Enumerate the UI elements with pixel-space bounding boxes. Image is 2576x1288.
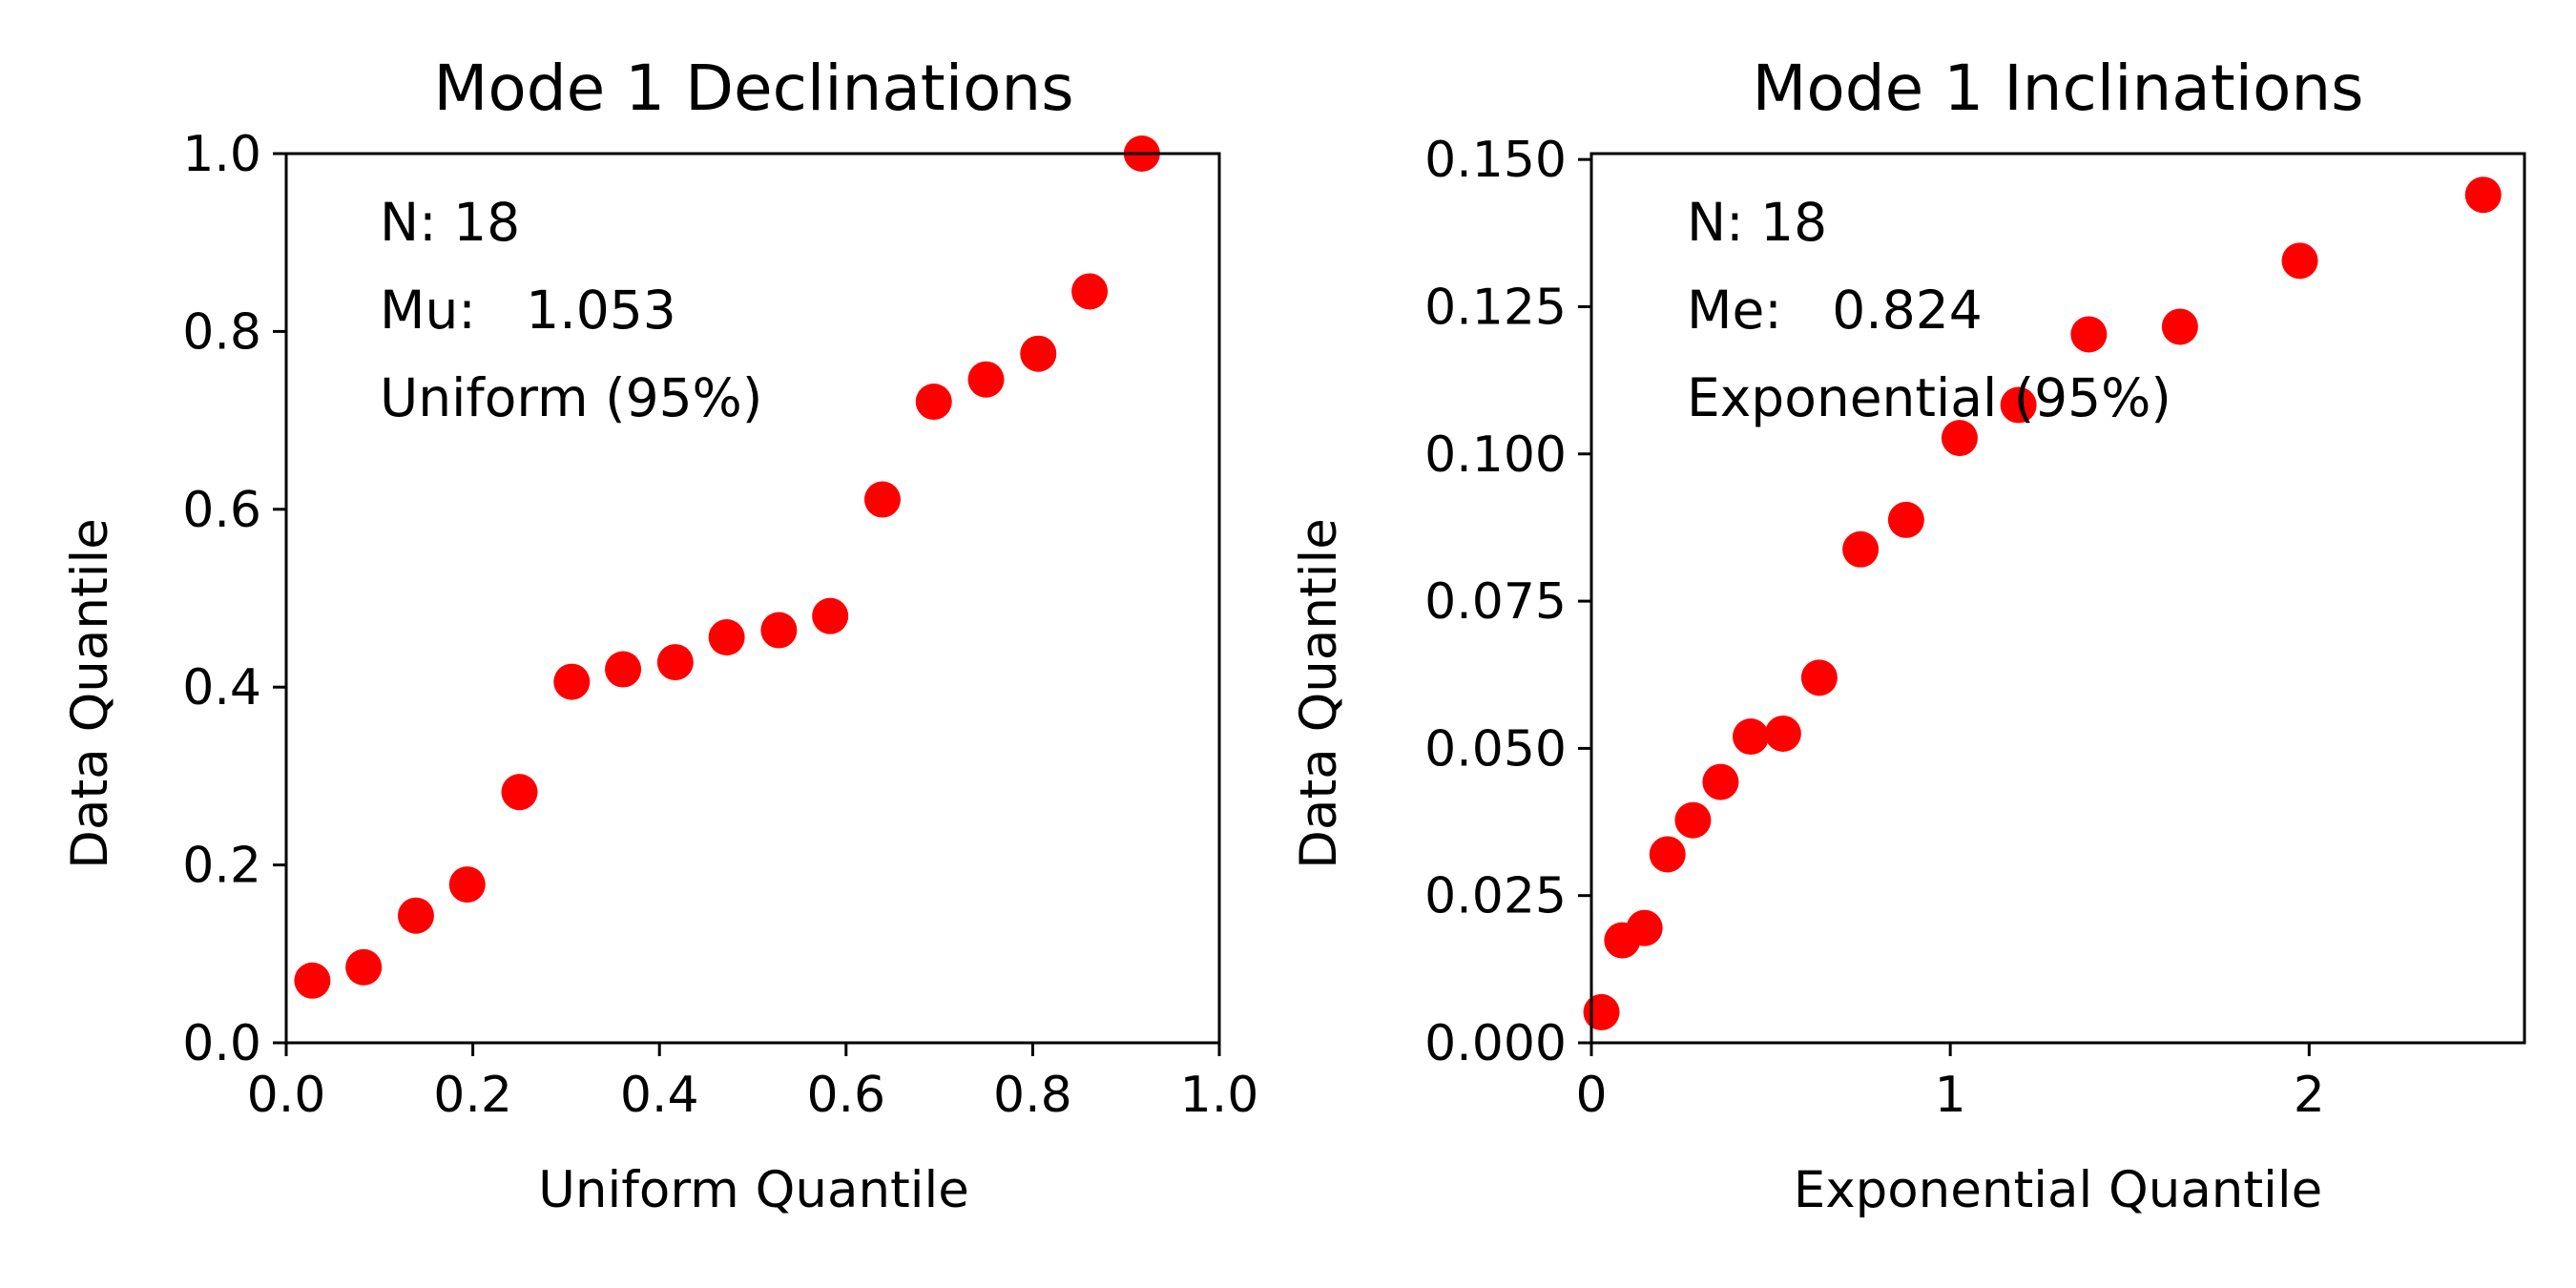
chart-title: Mode 1 Declinations	[433, 52, 1073, 125]
y-tick-label: 0.150	[1424, 132, 1567, 189]
x-tick-label: 0	[1575, 1067, 1607, 1124]
data-point	[1941, 420, 1978, 457]
x-tick-label: 1.0	[1180, 1067, 1259, 1124]
inclinations-panel: Mode 1 Inclinations Exponential Quantile…	[1290, 52, 2526, 1219]
x-tick-label: 0.0	[247, 1067, 326, 1124]
y-axis-ticks: 0.000 0.025 0.050 0.075 0.100 0.125 0.150	[1424, 132, 1591, 1072]
data-point	[2464, 177, 2502, 214]
annotation-median: Me: 0.824	[1687, 280, 1983, 341]
data-point	[605, 651, 642, 688]
annotation-n: N: 18	[1687, 192, 1827, 253]
y-axis-label: Data Quantile	[61, 518, 119, 869]
y-tick-label: 1.0	[182, 126, 261, 183]
data-points	[1583, 177, 2502, 1030]
data-point	[1842, 530, 1880, 568]
y-axis-ticks: 0.0 0.2 0.4 0.6 0.8 1.0	[182, 126, 286, 1072]
data-point	[1626, 909, 1663, 946]
x-axis-ticks: 0 1 2	[1575, 1043, 2325, 1124]
data-point	[1702, 763, 1739, 800]
y-tick-label: 0.075	[1424, 573, 1567, 631]
y-tick-label: 0.6	[182, 482, 261, 539]
x-tick-label: 0.6	[806, 1067, 885, 1124]
y-tick-label: 0.000	[1424, 1015, 1567, 1072]
x-tick-label: 0.2	[433, 1067, 512, 1124]
data-point	[2000, 386, 2037, 424]
data-point	[1649, 836, 1686, 873]
plot-frame	[284, 152, 1221, 1045]
x-axis-ticks: 0.0 0.2 0.4 0.6 0.8 1.0	[247, 1043, 1259, 1124]
data-point	[812, 597, 849, 634]
x-axis-label: Exponential Quantile	[1794, 1161, 2322, 1219]
y-tick-label: 0.050	[1424, 720, 1567, 778]
data-point	[2281, 242, 2318, 280]
data-point	[2070, 316, 2108, 353]
x-tick-label: 0.4	[620, 1067, 699, 1124]
data-point	[1583, 993, 1620, 1030]
x-tick-label: 1	[1935, 1067, 1966, 1124]
annotation-n: N: 18	[380, 192, 520, 253]
x-tick-label: 0.8	[993, 1067, 1072, 1124]
data-point	[656, 644, 694, 681]
data-point	[1071, 273, 1109, 310]
y-axis-label: Data Quantile	[1290, 518, 1348, 869]
data-point	[1764, 715, 1801, 752]
y-tick-label: 0.100	[1424, 426, 1567, 484]
y-tick-label: 0.025	[1424, 868, 1567, 925]
data-point	[448, 866, 486, 904]
plot-frame	[1589, 152, 2526, 1045]
annotation-mean: Mu: 1.053	[380, 280, 676, 341]
data-point	[2161, 308, 2198, 345]
data-point	[708, 619, 745, 656]
x-tick-label: 2	[2294, 1067, 2325, 1124]
data-point	[915, 384, 952, 421]
y-tick-label: 0.2	[182, 838, 261, 895]
y-tick-label: 0.125	[1424, 279, 1567, 336]
data-point	[553, 663, 591, 700]
data-point	[1800, 659, 1838, 696]
annotation-test: Uniform (95%)	[380, 367, 762, 428]
stats-annotations: N: 18 Me: 0.824 Exponential (95%)	[1687, 192, 2171, 428]
data-point	[863, 481, 901, 518]
chart-title: Mode 1 Inclinations	[1752, 52, 2363, 125]
data-point	[1887, 501, 1924, 538]
data-point	[760, 612, 798, 649]
data-points	[294, 135, 1160, 999]
data-point	[501, 774, 538, 811]
data-point	[1020, 335, 1057, 372]
declinations-panel: Mode 1 Declinations Uniform Quantile Dat…	[61, 52, 1258, 1219]
stats-annotations: N: 18 Mu: 1.053 Uniform (95%)	[380, 192, 762, 428]
y-tick-label: 0.8	[182, 303, 261, 361]
data-point	[294, 962, 331, 999]
data-point	[1733, 718, 1770, 756]
annotation-test: Exponential (95%)	[1687, 367, 2171, 428]
x-axis-label: Uniform Quantile	[538, 1161, 969, 1219]
y-tick-label: 0.4	[182, 659, 261, 717]
data-point	[1674, 801, 1712, 839]
y-tick-label: 0.0	[182, 1015, 261, 1072]
data-point	[967, 361, 1005, 398]
data-point	[345, 948, 383, 986]
data-point	[397, 897, 434, 934]
